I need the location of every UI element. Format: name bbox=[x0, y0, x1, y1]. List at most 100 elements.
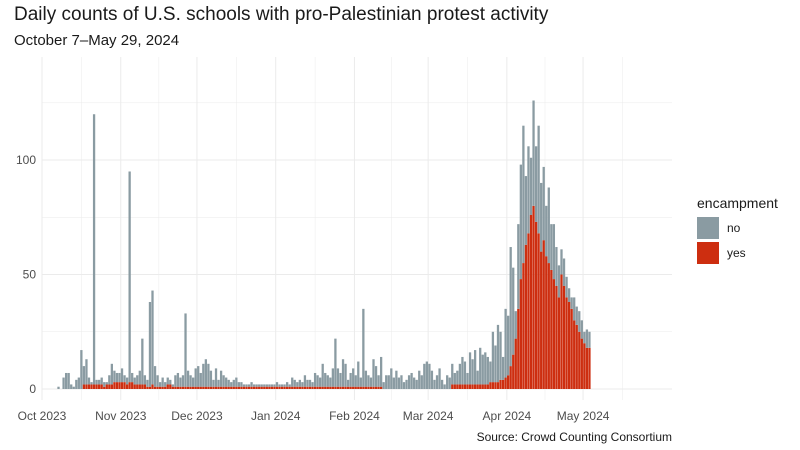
bar-yes bbox=[555, 285, 558, 389]
bar-no bbox=[291, 377, 294, 387]
bar-no bbox=[479, 347, 482, 385]
bar-no bbox=[367, 375, 370, 387]
bar-no bbox=[517, 224, 520, 309]
bar-yes bbox=[451, 384, 454, 389]
bar-yes bbox=[354, 386, 357, 389]
bar-yes bbox=[260, 386, 263, 389]
bar-yes bbox=[296, 386, 299, 389]
bar-no bbox=[567, 288, 571, 302]
bar-no bbox=[545, 205, 548, 257]
bars bbox=[57, 100, 591, 389]
bar-no bbox=[57, 386, 60, 389]
bar-no bbox=[77, 377, 80, 389]
bar-no bbox=[181, 375, 185, 387]
bar-yes bbox=[275, 386, 279, 389]
bar-yes bbox=[562, 285, 566, 389]
bar-no bbox=[293, 379, 296, 387]
bar-yes bbox=[120, 382, 124, 389]
bar-yes bbox=[192, 386, 195, 389]
legend-swatch-yes bbox=[697, 242, 719, 264]
bar-no bbox=[435, 375, 439, 389]
bar-yes bbox=[265, 386, 268, 389]
bar-no bbox=[504, 308, 507, 378]
bar-yes bbox=[301, 386, 304, 389]
x-tick-label: Oct 2023 bbox=[18, 409, 67, 423]
bar-no bbox=[573, 297, 576, 321]
bar-no bbox=[217, 379, 220, 387]
bar-no bbox=[138, 370, 141, 385]
bar-no bbox=[329, 377, 332, 387]
bar-no bbox=[331, 368, 335, 387]
bar-yes bbox=[479, 384, 482, 389]
bar-no bbox=[235, 377, 238, 387]
bar-no bbox=[123, 375, 126, 383]
bar-no bbox=[524, 176, 528, 245]
bar-no bbox=[357, 361, 360, 387]
bar-yes bbox=[473, 384, 477, 389]
bar-yes bbox=[148, 386, 152, 389]
bar-yes bbox=[219, 386, 223, 389]
bar-yes bbox=[329, 386, 332, 389]
bar-no bbox=[466, 372, 469, 385]
bar-yes bbox=[316, 386, 319, 389]
bar-yes bbox=[103, 386, 106, 389]
bar-no bbox=[288, 384, 291, 387]
bar-no bbox=[169, 379, 172, 385]
bar-yes bbox=[570, 308, 573, 389]
bar-no bbox=[247, 384, 251, 387]
bar-no bbox=[143, 375, 147, 385]
bar-yes bbox=[115, 382, 119, 389]
x-tick-label: Dec 2023 bbox=[171, 409, 223, 423]
bar-yes bbox=[560, 274, 563, 389]
bar-no bbox=[171, 384, 174, 387]
bar-no bbox=[374, 366, 378, 387]
legend-label-yes: yes bbox=[727, 246, 746, 260]
bar-yes bbox=[319, 386, 322, 389]
bar-yes bbox=[519, 279, 522, 389]
bar-yes bbox=[339, 386, 342, 389]
bar-yes bbox=[575, 324, 578, 389]
bar-no bbox=[204, 359, 207, 387]
bar-no bbox=[514, 311, 517, 339]
bar-yes bbox=[527, 233, 530, 389]
bar-no bbox=[75, 379, 78, 389]
bar-yes bbox=[514, 338, 517, 389]
bar-no bbox=[550, 224, 553, 270]
bar-no bbox=[463, 361, 467, 385]
bar-no bbox=[230, 382, 233, 387]
bar-no bbox=[225, 377, 228, 387]
bar-no bbox=[283, 384, 286, 387]
bar-yes bbox=[588, 347, 591, 389]
bar-yes bbox=[486, 384, 489, 389]
bar-yes bbox=[578, 331, 581, 389]
bar-yes bbox=[532, 205, 535, 389]
bar-no bbox=[341, 359, 345, 387]
bar-no bbox=[214, 368, 218, 387]
bar-no bbox=[501, 356, 505, 380]
bar-no bbox=[540, 182, 543, 252]
bar-yes bbox=[547, 263, 550, 389]
bar-no bbox=[67, 372, 70, 389]
bar-yes bbox=[349, 386, 352, 389]
gridlines bbox=[41, 57, 672, 400]
bar-yes bbox=[255, 386, 258, 389]
bar-yes bbox=[494, 382, 497, 389]
bar-no bbox=[184, 313, 187, 387]
bar-yes bbox=[534, 221, 538, 389]
bar-yes bbox=[453, 384, 456, 389]
bar-no bbox=[148, 301, 152, 387]
bar-no bbox=[494, 345, 497, 383]
bar-no bbox=[471, 359, 474, 385]
bar-no bbox=[166, 377, 169, 385]
bar-yes bbox=[372, 386, 375, 389]
bar-yes bbox=[141, 384, 144, 389]
bar-yes bbox=[476, 384, 479, 389]
bar-yes bbox=[82, 384, 86, 389]
bar-no bbox=[390, 368, 393, 389]
bar-yes bbox=[153, 386, 157, 389]
bar-no bbox=[560, 249, 563, 275]
bar-yes bbox=[222, 386, 225, 389]
bar-no bbox=[346, 379, 350, 387]
bar-no bbox=[280, 384, 284, 387]
bar-yes bbox=[542, 240, 545, 389]
